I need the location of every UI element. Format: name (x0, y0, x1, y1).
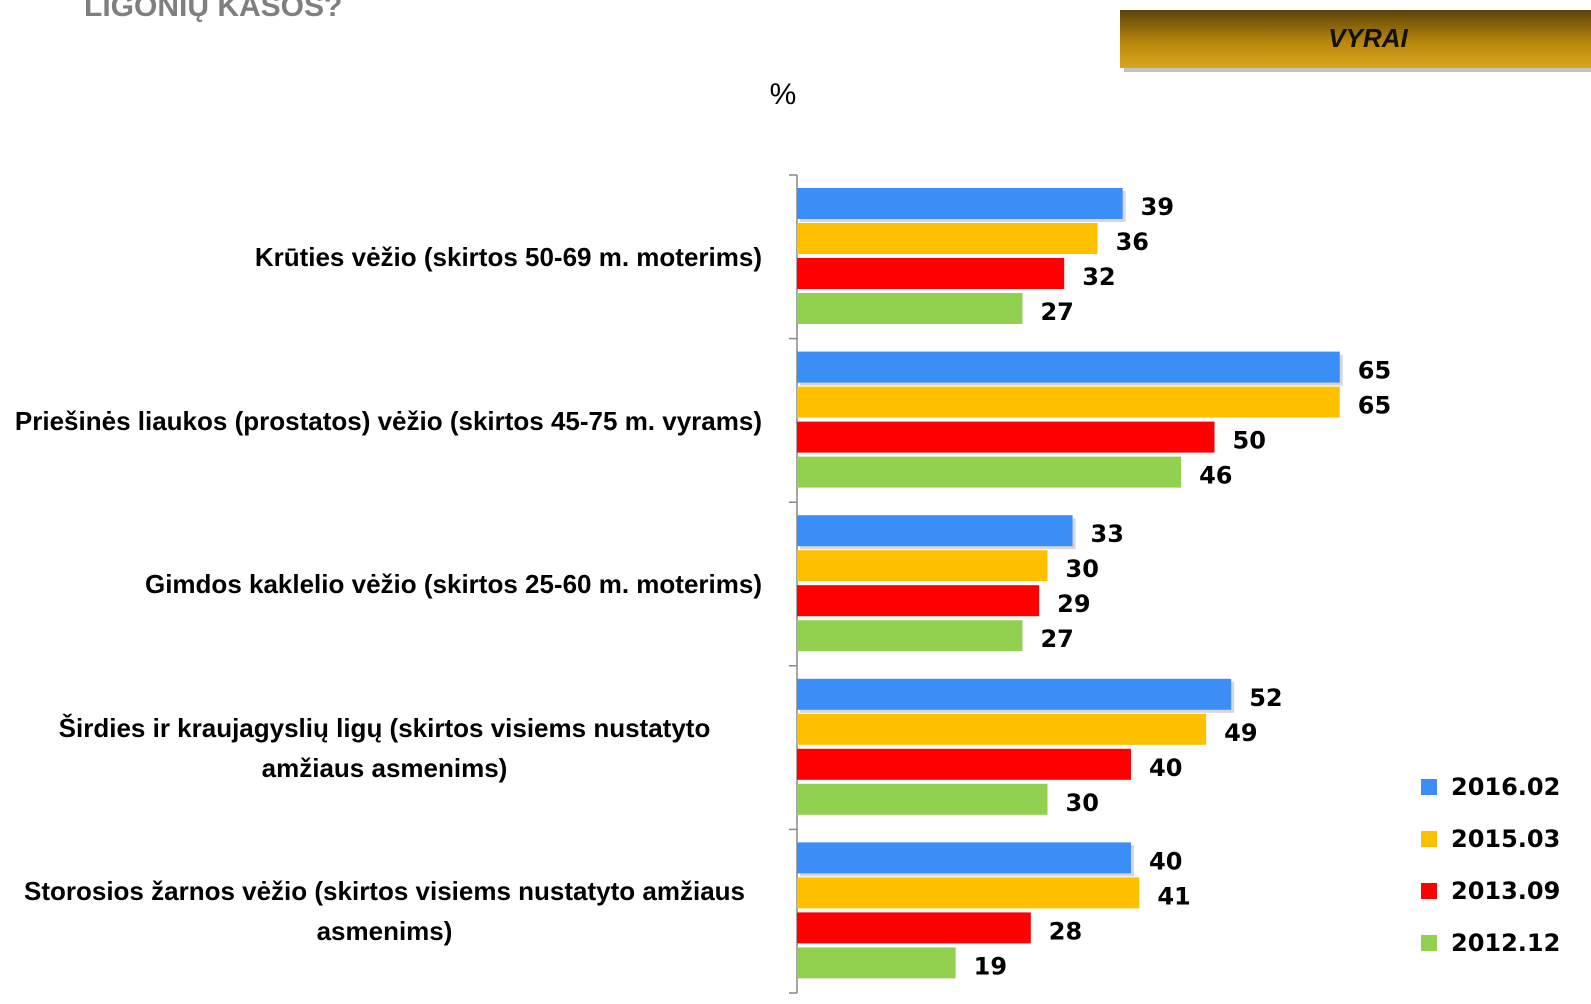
data-label: 30 (1066, 555, 1099, 583)
data-label: 27 (1040, 298, 1073, 326)
category-label: Gimdos kaklelio vėžio (skirtos 25-60 m. … (144, 569, 762, 600)
badge (1120, 10, 1591, 68)
bar (797, 912, 1031, 944)
bar (797, 947, 956, 979)
data-label: 52 (1249, 684, 1282, 712)
data-label: 32 (1082, 263, 1115, 291)
bar (797, 223, 1098, 254)
category-label: Priešinės liaukos (prostatos) vėžio (ski… (14, 405, 762, 436)
data-label: 49 (1224, 719, 1257, 747)
legend-swatch (1421, 779, 1437, 795)
bar (797, 713, 1207, 745)
category-label-box: Krūties vėžio (skirtos 50-69 m. moterims… (255, 175, 762, 339)
bar (797, 842, 1131, 874)
category-label-box: Storosios žarnos vėžio (skirtos visiems … (7, 829, 762, 993)
bar (797, 620, 1023, 652)
bar (797, 293, 1023, 324)
data-label: 19 (974, 952, 1007, 980)
bar (797, 748, 1131, 780)
data-label: 30 (1066, 789, 1099, 817)
bar (797, 386, 1340, 418)
bar (797, 585, 1040, 617)
legend-swatch (1421, 935, 1437, 951)
data-label: 39 (1141, 193, 1174, 221)
bar (797, 188, 1123, 219)
data-label: 46 (1199, 462, 1232, 490)
data-label: 40 (1149, 847, 1182, 875)
bar (797, 783, 1048, 815)
data-label: 41 (1157, 882, 1190, 910)
category-label-box: Gimdos kaklelio vėžio (skirtos 25-60 m. … (145, 502, 762, 666)
bar (797, 877, 1140, 909)
bar (797, 421, 1215, 453)
legend-label: 2013.09 (1451, 877, 1560, 905)
data-label: 65 (1358, 357, 1391, 385)
data-label: 33 (1091, 520, 1124, 548)
legend-label: 2012.12 (1451, 929, 1560, 957)
bar (797, 515, 1073, 547)
category-label: Širdies ir kraujagyslių ligų (skirtos vi… (58, 712, 711, 783)
data-label: 65 (1358, 392, 1391, 420)
legend-swatch (1421, 883, 1437, 899)
data-label: 40 (1149, 754, 1182, 782)
data-label: 27 (1040, 625, 1073, 653)
bar (797, 550, 1048, 582)
category-label: Krūties vėžio (skirtos 50-69 m. moterims… (254, 242, 762, 272)
page-title: LIGONIŲ KASOS? (84, 0, 342, 23)
bar (797, 351, 1340, 383)
legend-swatch (1421, 831, 1437, 847)
category-label-box: Širdies ir kraujagyslių ligų (skirtos vi… (7, 666, 762, 830)
data-label: 50 (1233, 427, 1266, 455)
bar (797, 258, 1065, 289)
legend-label: 2016.02 (1451, 773, 1560, 801)
legend-label: 2015.03 (1451, 825, 1560, 853)
category-label: Storosios žarnos vėžio (skirtos visiems … (23, 876, 745, 947)
badge-label: VYRAI (1328, 23, 1408, 53)
data-label: 36 (1116, 228, 1149, 256)
data-label: 28 (1049, 917, 1082, 945)
bar (797, 456, 1182, 488)
data-label: 29 (1057, 590, 1090, 618)
bar (797, 678, 1232, 710)
axis-label: % (770, 78, 797, 111)
category-label-box: Priešinės liaukos (prostatos) vėžio (ski… (15, 339, 762, 503)
